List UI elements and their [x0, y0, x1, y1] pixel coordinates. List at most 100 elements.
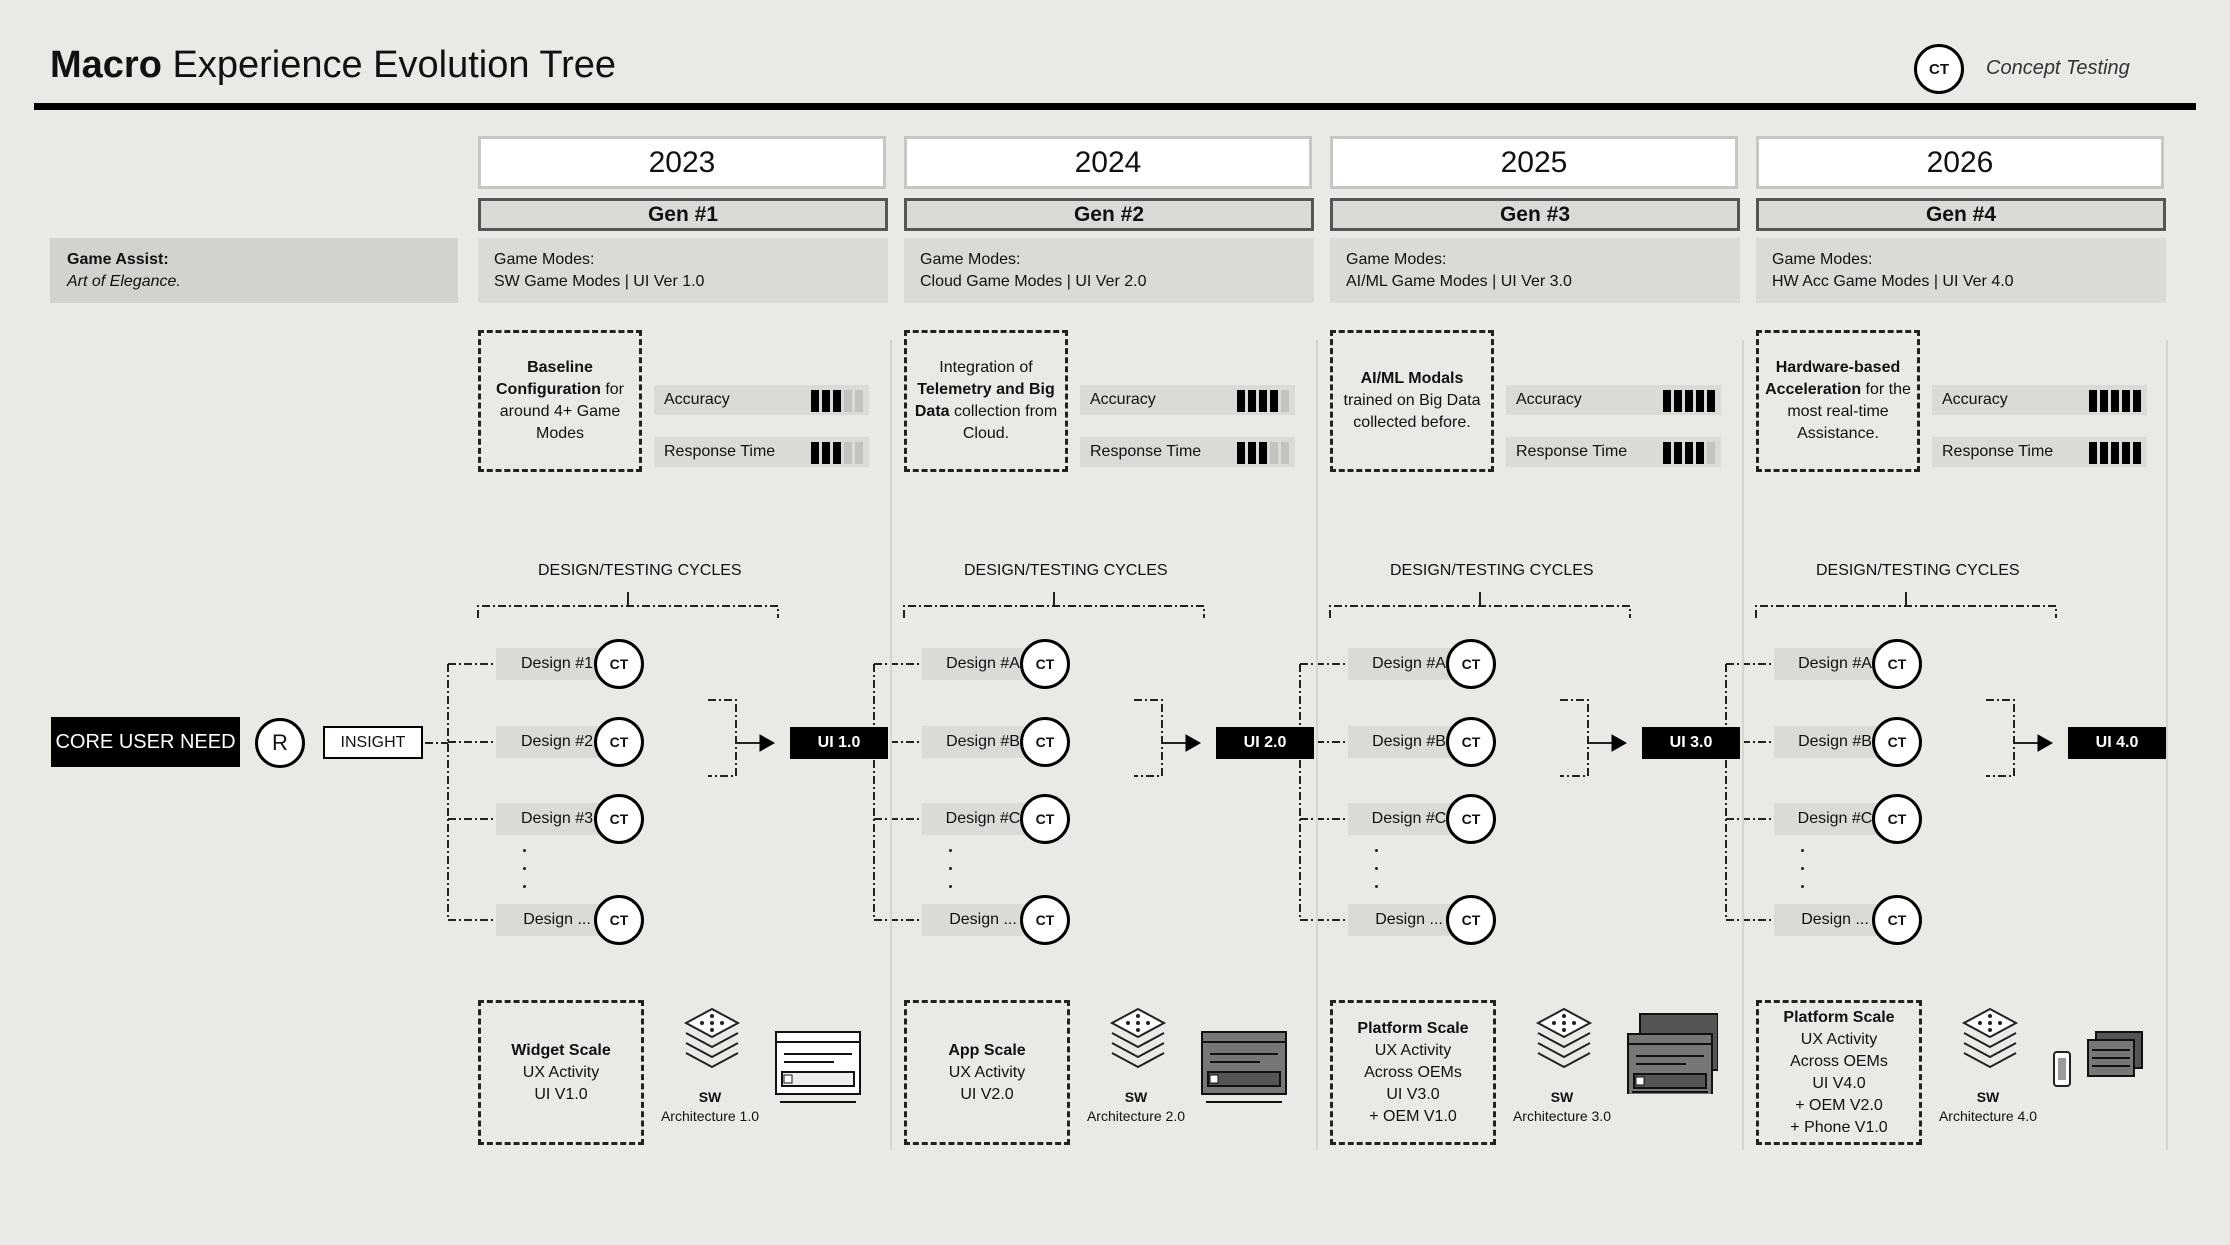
level-segment [2133, 390, 2141, 412]
year-header: 2025 [1330, 136, 1738, 189]
level-segment [1248, 442, 1256, 464]
cycles-bracket [1755, 605, 2057, 618]
ct-badge: CT [1872, 895, 1922, 945]
column-separator [2166, 340, 2168, 1150]
level-segment [2089, 390, 2097, 412]
merge-bracket [1986, 699, 2015, 777]
ellipsis-dot [1801, 885, 1804, 888]
scale-line: Across OEMs [1364, 1063, 1462, 1081]
level-segment [1270, 390, 1278, 412]
cycles-bracket [477, 605, 779, 618]
level-segment [822, 390, 830, 412]
ct-badge: CT [1446, 639, 1496, 689]
sw-label-title: SW [1550, 1089, 1574, 1105]
sw-stack-icon [1106, 1005, 1170, 1069]
scale-text: Platform Scale UX Activity Across OEMs UI V… [1357, 1018, 1468, 1128]
generation-label: Gen #2 [904, 198, 1314, 231]
response-metric: Response Time [1932, 437, 2147, 467]
ct-badge: CT [1872, 794, 1922, 844]
response-level-bars [1663, 442, 1715, 464]
column-separator [890, 340, 892, 1150]
scale-description-box: Platform Scale UX Activity Across OEMs UI V… [1330, 1000, 1496, 1145]
ellipsis-dot [1375, 885, 1378, 888]
accuracy-label: Accuracy [1942, 391, 2008, 408]
ct-badge: CT [1446, 717, 1496, 767]
ellipsis-dot [949, 849, 952, 852]
feature-rest: for the most real-time Assistance. [1787, 381, 1911, 442]
game-modes-box: Game Modes: AI/ML Game Modes | UI Ver 3.0 [1330, 238, 1740, 303]
ct-badge: CT [1446, 895, 1496, 945]
merge-arrow-head [1185, 734, 1202, 752]
scale-line: + OEM V2.0 [1795, 1096, 1883, 1114]
level-segment [2122, 390, 2130, 412]
ellipsis-dot [523, 885, 526, 888]
feature-rest: for around 4+ Game Modes [499, 381, 624, 442]
accuracy-level-bars [1237, 390, 1289, 412]
scale-title: App Scale [948, 1041, 1026, 1059]
level-segment [1674, 442, 1682, 464]
level-segment [844, 390, 852, 412]
game-modes-box: Game Modes: Cloud Game Modes | UI Ver 2.0 [904, 238, 1314, 303]
year-header: 2024 [904, 136, 1312, 189]
level-segment [1237, 390, 1245, 412]
game-modes-value: AI/ML Game Modes | UI Ver 3.0 [1346, 273, 1572, 290]
level-segment [1259, 442, 1267, 464]
architecture-version: Architecture 2.0 [1086, 1108, 1186, 1124]
feature-text: Hardware-based Acceleration for the most… [1765, 357, 1911, 445]
scale-line: UI V2.0 [960, 1085, 1014, 1103]
legend-label: Concept Testing [1986, 57, 2130, 79]
accuracy-label: Accuracy [1516, 391, 1582, 408]
cycles-label: DESIGN/TESTING CYCLES [1816, 562, 2020, 579]
game-modes-label: Game Modes: [1346, 251, 1447, 268]
ui-release-box: UI 3.0 [1642, 727, 1740, 759]
ellipsis-dot [1375, 867, 1378, 870]
level-segment [1707, 442, 1715, 464]
design-chip: Design #A [922, 648, 1044, 680]
ellipsis-dot [949, 867, 952, 870]
feature-highlight: Hardware-based Acceleration [1765, 359, 1901, 398]
scale-line: + Phone V1.0 [1790, 1118, 1888, 1136]
game-modes-label: Game Modes: [920, 251, 1021, 268]
feature-description-box: AI/ML Modals trained on Big Data collect… [1330, 330, 1494, 472]
level-segment [2111, 442, 2119, 464]
merge-bracket [708, 699, 737, 777]
feature-rest: trained on Big Data collected before. [1343, 392, 1481, 431]
level-segment [1259, 390, 1267, 412]
scale-title: Platform Scale [1357, 1019, 1469, 1037]
ellipsis-dot [1801, 849, 1804, 852]
feature-prefix: Integration of [939, 359, 1033, 376]
sw-label-title: SW [1976, 1089, 2000, 1105]
accuracy-label: Accuracy [1090, 391, 1156, 408]
ct-badge: CT [594, 717, 644, 767]
response-label: Response Time [1090, 443, 1202, 460]
ui-mockup-icon [1200, 1030, 1292, 1112]
game-modes-value: HW Acc Game Modes | UI Ver 4.0 [1772, 273, 2014, 290]
generation-label: Gen #3 [1330, 198, 1740, 231]
level-segment [2133, 442, 2141, 464]
sw-label-title: SW [698, 1089, 722, 1105]
architecture-version: Architecture 4.0 [1938, 1108, 2038, 1124]
response-label: Response Time [1942, 443, 2054, 460]
scale-description-box: Platform Scale UX Activity Across OEMs UI V… [1756, 1000, 1922, 1145]
ct-badge: CT [1446, 794, 1496, 844]
sw-architecture-label: SW Architecture 2.0 [1071, 1088, 1201, 1126]
ui-mockup-icon [774, 1030, 866, 1112]
scale-line: UI V3.0 [1386, 1085, 1440, 1103]
level-segment [811, 390, 819, 412]
scale-title: Widget Scale [511, 1041, 611, 1059]
merge-arrow-head [759, 734, 776, 752]
level-segment [1237, 442, 1245, 464]
generation-label: Gen #4 [1756, 198, 2166, 231]
level-segment [1281, 442, 1289, 464]
level-segment [855, 442, 863, 464]
ui-release-box: UI 2.0 [1216, 727, 1314, 759]
response-label: Response Time [1516, 443, 1628, 460]
title-divider [34, 103, 2196, 110]
response-level-bars [2089, 442, 2141, 464]
ellipsis-dot [1375, 849, 1378, 852]
insight-box: INSIGHT [323, 726, 423, 759]
level-segment [2122, 442, 2130, 464]
scale-description-box: Widget Scale UX Activity UI V1.0 [478, 1000, 644, 1145]
game-modes-label: Game Modes: [1772, 251, 1873, 268]
accuracy-label: Accuracy [664, 391, 730, 408]
